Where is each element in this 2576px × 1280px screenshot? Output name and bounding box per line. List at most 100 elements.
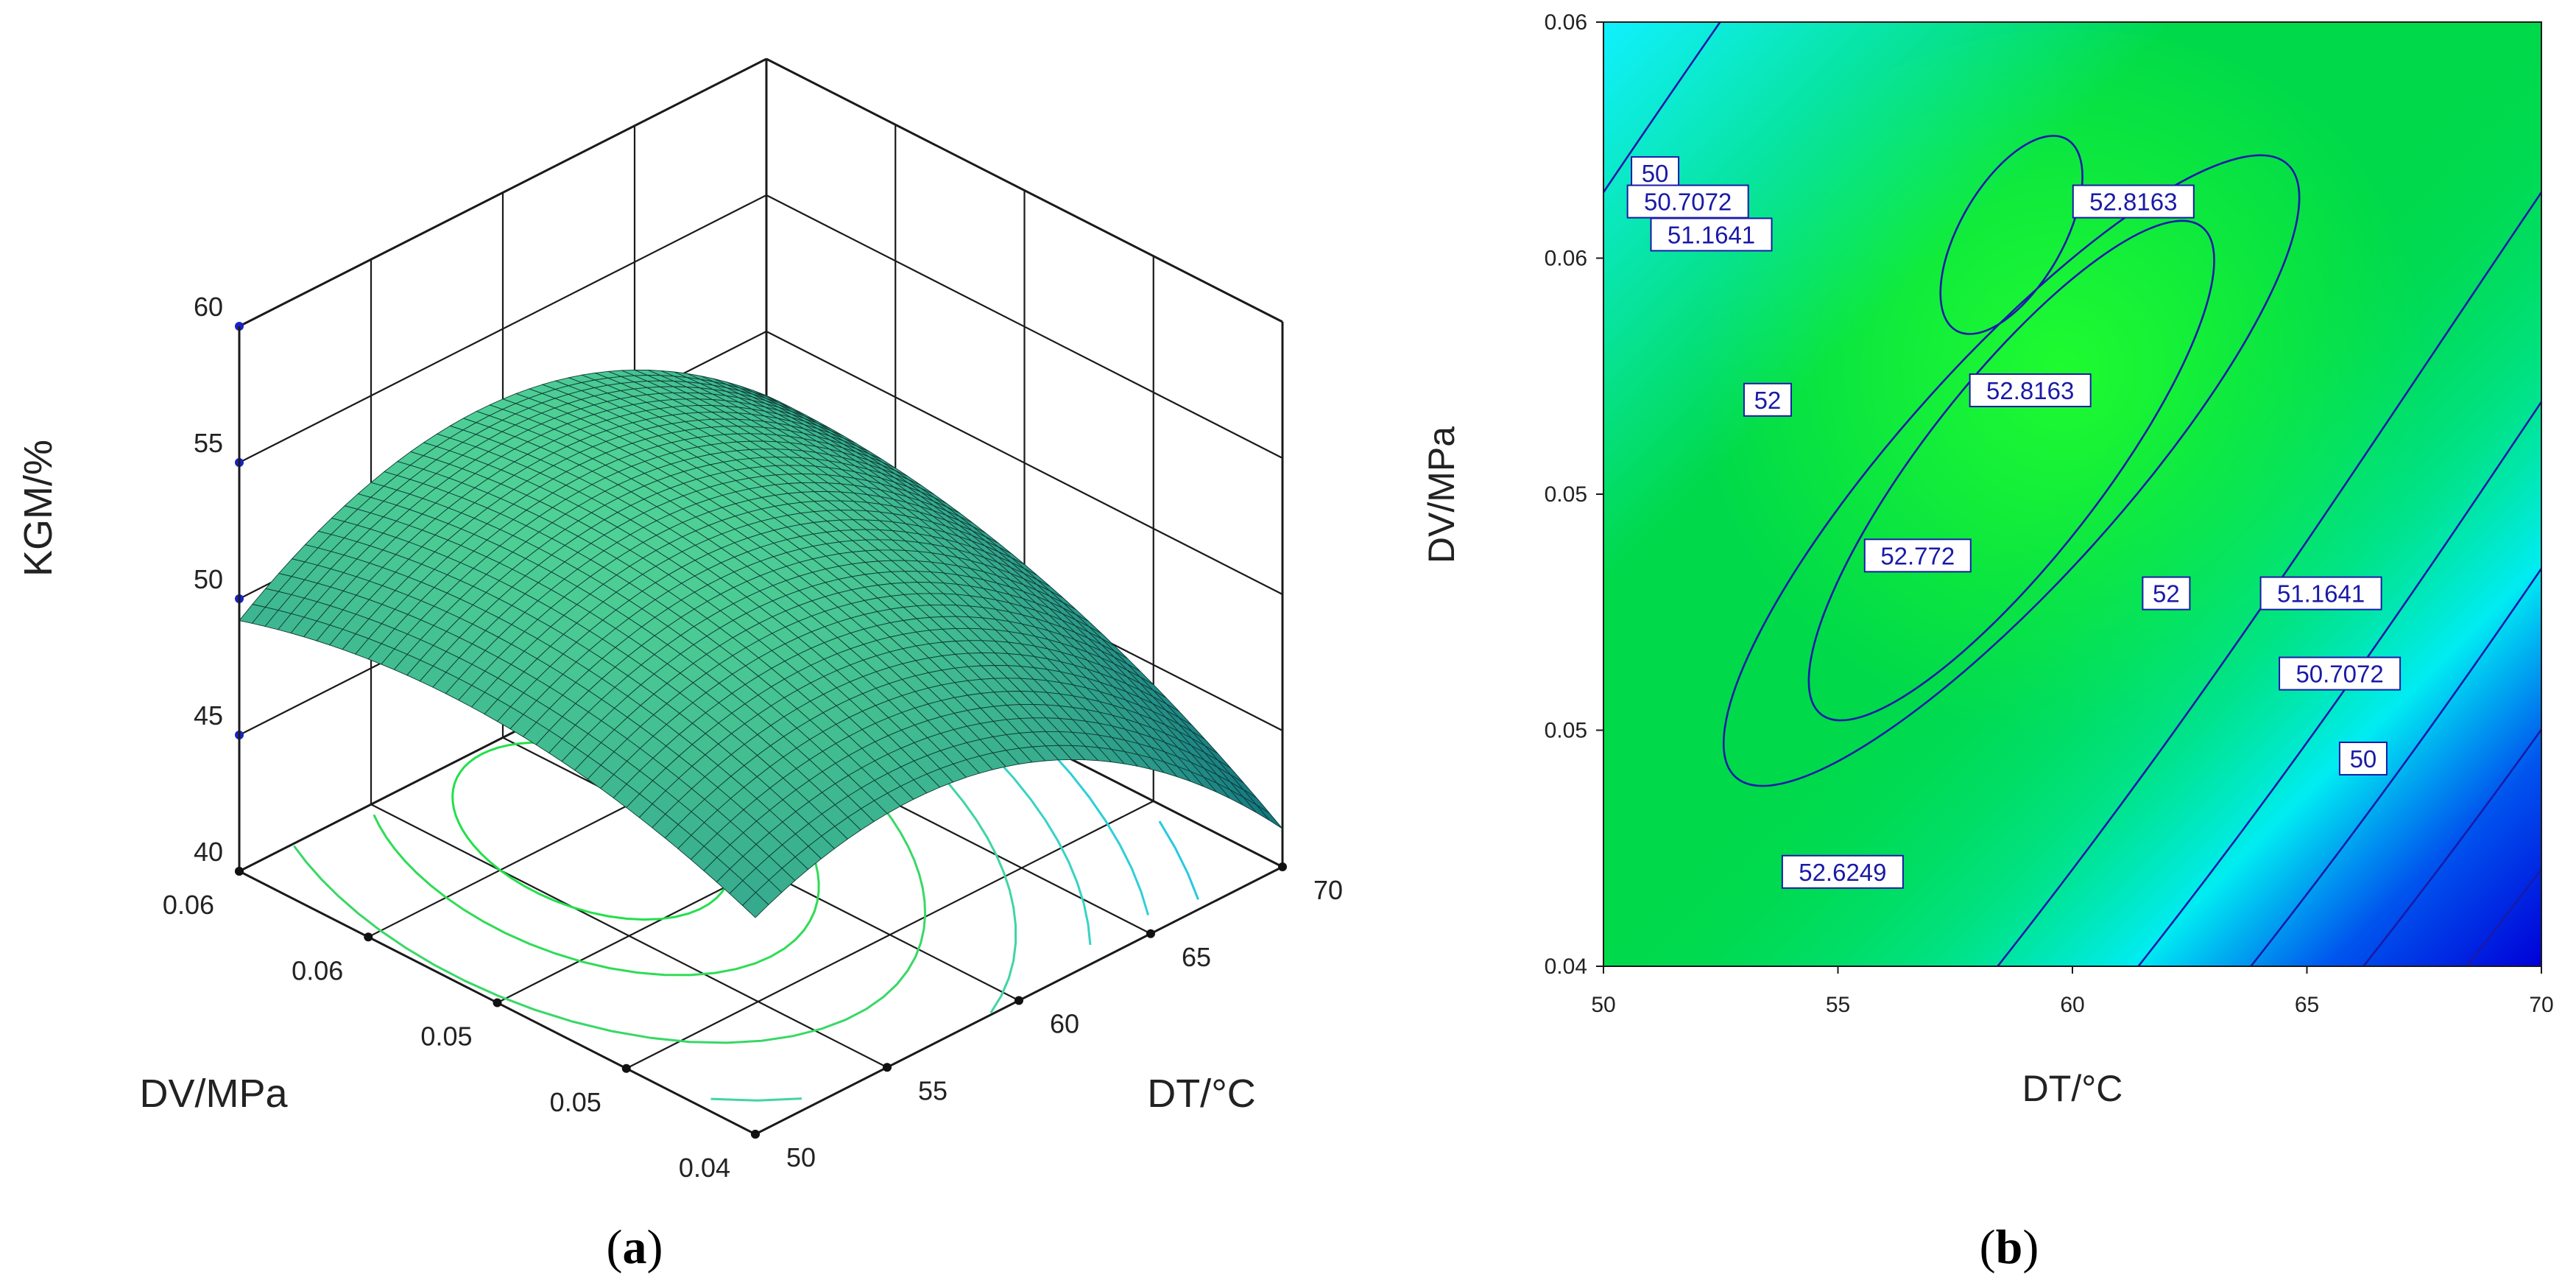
x-tick-label: 55	[1826, 993, 1850, 1017]
contour-label-text: 50	[1642, 160, 1669, 187]
dt-axis-label: DT/°C	[1147, 1072, 1256, 1116]
isoline	[2465, 868, 2541, 966]
contour-label: 51.1641	[1650, 217, 1773, 252]
dt-tick-dot	[1014, 996, 1023, 1005]
contour-label: 52.6249	[1781, 854, 1904, 889]
isoline-ellipse	[1939, 135, 2083, 335]
contour-label: 52.772	[1863, 538, 1972, 573]
contour-label: 52	[1743, 382, 1792, 417]
isoline	[2362, 728, 2541, 966]
isoline	[2136, 400, 2541, 966]
panel-label-a-letter: a	[623, 1220, 647, 1274]
z-axis-label: KGM/%	[16, 440, 60, 577]
contour-label: 50	[1631, 156, 1680, 191]
isoline	[1996, 190, 2541, 966]
contour-label: 50.7072	[2279, 656, 2402, 691]
x-tick-label: 60	[2060, 993, 2084, 1017]
contour-label-text: 52	[1754, 387, 1782, 414]
contour-label-text: 51.1641	[1668, 221, 1755, 248]
dt-tick-dot	[751, 1130, 760, 1139]
contour-label: 50.7072	[1626, 184, 1749, 219]
contour-label-box	[2259, 576, 2382, 611]
y-tick-label: 0.05	[1545, 719, 1587, 743]
dv-tick-dot	[364, 932, 373, 942]
isoline	[2554, 0, 2576, 1114]
contour-labels: 5050.707251.16415252.816352.816352.77252…	[1626, 156, 2402, 889]
contour-label: 52	[2142, 576, 2191, 611]
contour-label-box	[2279, 656, 2402, 691]
dv-tick-dot	[621, 1063, 631, 1073]
isoline	[1603, 22, 1721, 194]
contour-label-text: 51.1641	[2277, 580, 2365, 608]
dt-tick-dot	[1278, 862, 1287, 871]
dv-tick-label: 0.06	[163, 890, 214, 920]
contour-label-box	[1781, 854, 1904, 889]
y-tick-label: 0.04	[1545, 954, 1587, 979]
z-tick-label: 60	[194, 292, 223, 322]
y-tick-label: 0.06	[1545, 10, 1587, 35]
panel-label-a: (a)	[607, 1220, 663, 1274]
dt-tick-label: 65	[1182, 942, 1211, 972]
contour-x-axis-label: DT/°C	[2022, 1068, 2123, 1109]
contour-field-low-bottomright	[1603, 22, 2541, 966]
panel-label-b: (b)	[1980, 1220, 2039, 1274]
contour-label-text: 50.7072	[1644, 189, 1732, 216]
z-tick-label: 55	[194, 428, 223, 458]
dv-tick-label: 0.05	[550, 1087, 601, 1117]
contour-plot: 5050.707251.16415252.816352.816352.77252…	[1421, 0, 2576, 1274]
response-surface	[239, 369, 1283, 918]
contour-label-text: 52	[2153, 580, 2180, 608]
dt-tick-dot	[883, 1063, 892, 1072]
contour-label-box	[1626, 184, 1749, 219]
surface-cell	[741, 892, 769, 918]
contour-label-box	[1969, 373, 2092, 407]
contour-label-text: 52.6249	[1799, 859, 1886, 886]
dt-tick-label: 50	[786, 1142, 816, 1172]
contour-label: 52.8163	[1969, 373, 2092, 407]
contour-label-box	[2338, 741, 2388, 776]
contour-label: 51.1641	[2259, 576, 2382, 611]
contour-label-box	[1863, 538, 1972, 573]
z-tick-label: 50	[194, 564, 223, 594]
contour-label-text: 52.8163	[1986, 377, 2074, 404]
contour-axis-ticks: 50 55 60 65 70 0.04 0.05 0.05 0.06 0.06	[1545, 10, 2554, 1017]
dv-tick-label: 0.04	[679, 1153, 730, 1183]
dv-tick-label: 0.06	[292, 955, 343, 985]
dt-tick-label: 70	[1313, 875, 1343, 905]
contour-label-text: 50	[2350, 745, 2377, 773]
surface-plot: 40 45 50 55 60 0.06 0.06 0.05 0.05 0.04 50 55 60 65…	[16, 57, 1343, 1274]
contour-label-text: 52.8163	[2089, 189, 2177, 216]
dv-tick-label: 0.05	[420, 1021, 472, 1052]
panel-label-b-letter: b	[1996, 1220, 2023, 1274]
dv-tick-dot	[493, 998, 502, 1008]
isoline	[2249, 566, 2541, 966]
z-tick-label: 45	[194, 700, 223, 731]
isoline-ellipse	[1807, 219, 2215, 722]
z-axis-ticks: 40 45 50 55 60	[194, 292, 244, 876]
z-tick-label: 40	[194, 837, 223, 867]
contour-label-box	[2142, 576, 2191, 611]
contour-label-box	[2072, 184, 2195, 219]
y-tick-label: 0.05	[1545, 482, 1587, 507]
contour-label: 52.8163	[2072, 184, 2195, 219]
dv-axis-label: DV/MPa	[139, 1072, 288, 1116]
dt-tick-label: 55	[918, 1075, 948, 1105]
contour-lines	[1603, 0, 2576, 1114]
floor-contour-line	[1158, 820, 1199, 900]
y-tick-label: 0.06	[1545, 247, 1587, 271]
surface-cell	[1256, 804, 1283, 829]
contour-label-text: 50.7072	[2296, 661, 2383, 688]
floor-contour-line	[1047, 748, 1150, 915]
x-tick-label: 65	[2295, 993, 2319, 1017]
isoline-ellipse	[1722, 154, 2301, 787]
dt-tick-dot	[1146, 929, 1155, 938]
contour-label-box	[1743, 382, 1792, 417]
x-tick-label: 70	[2529, 993, 2553, 1017]
dv-axis-ticks: 0.06 0.06 0.05 0.05 0.04	[163, 867, 760, 1183]
contour-y-axis-label: DV/MPa	[1421, 426, 1462, 563]
dt-axis-ticks: 50 55 60 65 70	[751, 862, 1343, 1172]
dv-tick-dot	[235, 867, 244, 876]
contour-label-box	[1650, 217, 1773, 252]
x-tick-label: 50	[1591, 993, 1615, 1017]
